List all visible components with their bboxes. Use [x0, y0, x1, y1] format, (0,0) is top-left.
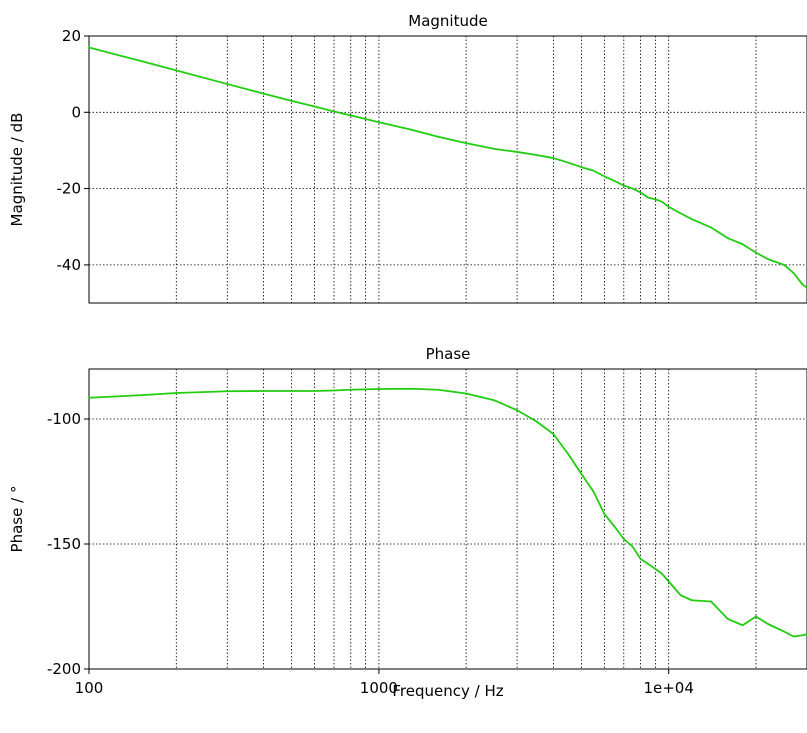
- data-point: [349, 388, 352, 391]
- data-point: [741, 243, 744, 246]
- y-tick-label: -200: [47, 660, 81, 678]
- data-point: [333, 389, 335, 392]
- data-point: [226, 390, 229, 393]
- data-point: [603, 175, 606, 178]
- y-axis-label: Phase / °: [8, 486, 26, 553]
- data-point: [639, 191, 642, 194]
- data-point: [567, 161, 570, 164]
- y-tick-label: 0: [71, 103, 81, 121]
- data-point: [290, 99, 293, 102]
- data-point: [741, 624, 744, 627]
- data-point: [631, 545, 634, 548]
- data-point: [613, 180, 616, 182]
- data-point: [437, 135, 439, 138]
- y-axis-label: Magnitude / dB: [8, 113, 26, 227]
- data-point: [580, 166, 583, 169]
- data-point: [410, 387, 413, 390]
- plot-frame: [88, 368, 807, 670]
- data-point: [755, 251, 757, 254]
- data-point: [516, 409, 519, 412]
- data-point: [661, 201, 664, 203]
- data-point: [792, 635, 795, 638]
- data-point: [679, 212, 682, 215]
- data-point: [139, 59, 141, 62]
- data-point: [613, 525, 616, 528]
- data-point: [792, 272, 795, 275]
- chart-title: Magnitude: [408, 12, 487, 30]
- data-point: [465, 142, 468, 145]
- data-point: [377, 121, 380, 124]
- y-tick-label: -150: [47, 535, 81, 553]
- data-point: [801, 634, 804, 637]
- data-point: [647, 563, 650, 565]
- chart-title: Phase: [426, 345, 471, 363]
- data-point: [679, 594, 682, 597]
- data-point: [603, 513, 606, 515]
- data-point: [516, 151, 519, 153]
- data-point: [377, 388, 380, 390]
- series-line: [89, 46, 807, 289]
- x-tick-label: 100: [75, 679, 104, 697]
- data-point: [592, 169, 595, 172]
- data-point: [552, 157, 555, 159]
- data-point: [437, 388, 439, 391]
- data-point: [654, 198, 657, 201]
- data-point: [88, 396, 90, 399]
- data-point: [333, 110, 335, 113]
- data-point: [654, 568, 657, 570]
- data-point: [465, 392, 468, 395]
- data-point: [226, 83, 229, 85]
- data-point: [755, 615, 757, 618]
- data-point: [88, 46, 90, 49]
- data-point: [592, 490, 595, 493]
- x-tick-label: 1000: [360, 679, 398, 697]
- data-point: [710, 226, 712, 229]
- data-point: [690, 599, 693, 602]
- data-point: [801, 283, 804, 286]
- data-point: [139, 394, 141, 397]
- data-point: [580, 473, 583, 475]
- y-tick-label: -20: [57, 180, 82, 198]
- data-point: [535, 420, 538, 423]
- data-point: [767, 623, 769, 625]
- data-point: [313, 105, 316, 108]
- plot-frame: [88, 35, 807, 304]
- data-point: [262, 390, 265, 392]
- data-point: [290, 390, 293, 392]
- data-point: [552, 433, 555, 435]
- data-point: [622, 538, 625, 540]
- data-point: [175, 69, 178, 72]
- data-point: [783, 263, 785, 266]
- data-point: [639, 558, 642, 560]
- data-point: [535, 154, 538, 156]
- data-point: [690, 218, 693, 220]
- data-point: [667, 580, 670, 583]
- data-point: [661, 573, 664, 575]
- data-point: [262, 92, 265, 95]
- data-point: [175, 392, 178, 394]
- data-point: [567, 453, 570, 455]
- data-point: [726, 618, 729, 620]
- y-tick-label: 20: [62, 27, 81, 45]
- data-point: [667, 205, 670, 208]
- data-point: [493, 399, 496, 402]
- data-point: [726, 237, 729, 240]
- data-point: [710, 600, 712, 603]
- data-point: [410, 128, 413, 131]
- series-line: [89, 387, 807, 638]
- data-point: [313, 390, 316, 392]
- x-axis-label: Frequency / Hz: [392, 682, 503, 700]
- data-point: [783, 630, 785, 633]
- data-point: [493, 148, 496, 150]
- data-point: [767, 258, 769, 261]
- y-tick-label: -100: [47, 410, 81, 428]
- data-point: [647, 196, 650, 199]
- data-point: [631, 187, 634, 190]
- data-point: [622, 184, 625, 187]
- data-point: [349, 114, 352, 117]
- x-tick-label: 1e+04: [643, 679, 693, 697]
- y-tick-label: -40: [57, 256, 82, 274]
